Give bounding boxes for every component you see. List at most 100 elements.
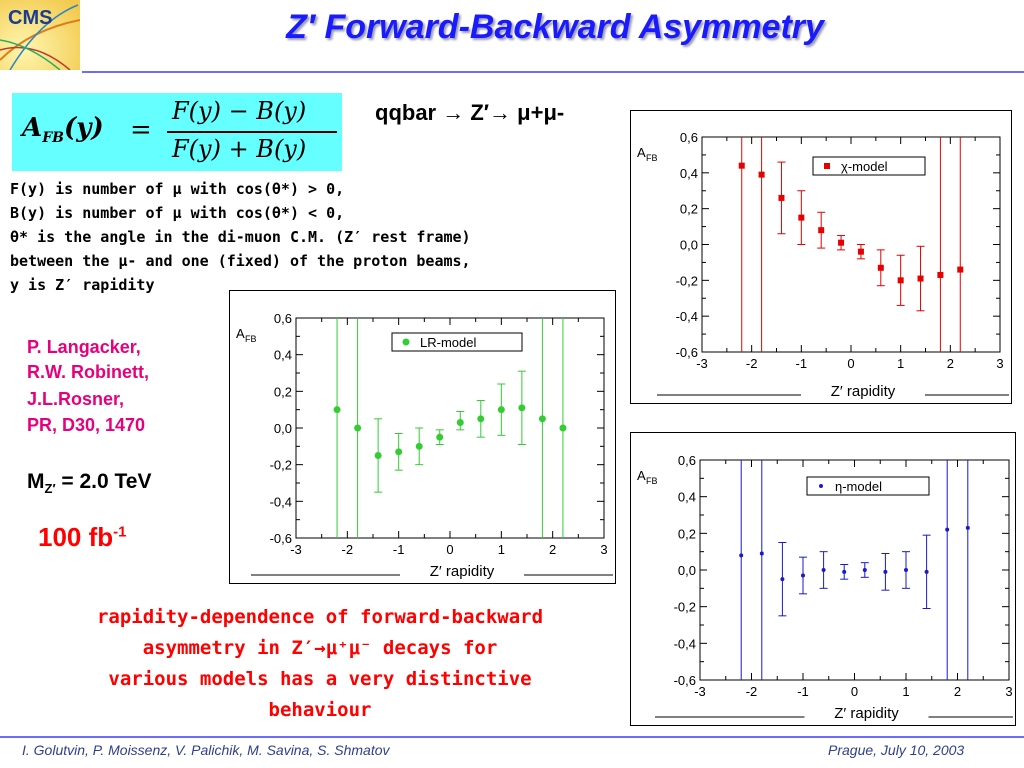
cms-logo: CMS bbox=[0, 0, 80, 70]
y-tick-label: -0,2 bbox=[674, 600, 696, 615]
formula-box: AFB(y) = F(y) − B(y) F(y) + B(y) bbox=[12, 93, 342, 171]
y-axis-label-sub: FB bbox=[646, 476, 658, 486]
x-axis-label: Z′ rapidity bbox=[834, 705, 899, 722]
data-point bbox=[883, 569, 888, 574]
data-point bbox=[897, 277, 904, 284]
x-tick-label: -2 bbox=[746, 356, 758, 371]
y-tick-label: -0,6 bbox=[270, 531, 292, 546]
x-tick-label: 1 bbox=[498, 542, 505, 557]
process-label: qqbar → Z′→ μ+μ- bbox=[375, 100, 565, 125]
y-tick-label: -0,6 bbox=[676, 345, 698, 360]
lr-model-chart: 0,6 0,4 0,2 0,0 -0,2 -0,4 -0,6 -3 -2 -1 0 1 2 3 A FB Z′ … bbox=[229, 290, 616, 584]
formula-numerator: F(y) − B(y) bbox=[172, 97, 307, 125]
definition-line: θ* is the angle in the di-muon C.M. (Z′ … bbox=[10, 228, 471, 246]
y-tick-label: -0,2 bbox=[270, 458, 292, 473]
y-tick-label: 0,2 bbox=[680, 202, 698, 217]
caption-line: rapidity-dependence of forward-backward bbox=[96, 606, 544, 628]
reference-line: P. Langacker, bbox=[27, 337, 141, 357]
legend-box bbox=[806, 476, 930, 496]
definition-line: between the μ- and one (fixed) of the pr… bbox=[10, 252, 471, 270]
x-tick-label: -1 bbox=[796, 356, 808, 371]
data-point bbox=[758, 171, 765, 178]
x-axis-label-bg bbox=[806, 703, 927, 721]
data-point bbox=[518, 404, 526, 412]
data-point bbox=[436, 433, 444, 441]
data-point bbox=[801, 573, 805, 578]
x-axis-label-bg bbox=[402, 561, 522, 579]
chart-svg-chi: 0,6 0,4 0,2 0,0 -0,2 -0,4 -0,6-3 -2 -1 0 1 2 3 A FB Z′ … bbox=[637, 130, 1009, 400]
caption-line: behaviour bbox=[268, 699, 372, 721]
y-tick-label: 0,0 bbox=[678, 563, 696, 578]
y-axis-label-sub: FB bbox=[646, 153, 658, 163]
caption-line: asymmetry in Z′→μ⁺μ⁻ decays for bbox=[142, 637, 498, 659]
fraction-bar bbox=[167, 131, 337, 133]
y-tick-label: -0,4 bbox=[270, 494, 292, 509]
definition-line: B(y) is number of μ with cos(θ*) < 0, bbox=[10, 204, 345, 222]
data-point bbox=[965, 525, 970, 530]
data-point bbox=[739, 553, 744, 558]
data-point bbox=[415, 442, 423, 450]
logo-text: CMS bbox=[8, 7, 52, 29]
x-tick-label: 2 bbox=[954, 684, 961, 699]
data-point bbox=[538, 415, 546, 423]
data-point bbox=[838, 239, 845, 246]
legend-marker bbox=[819, 484, 823, 488]
data-point bbox=[798, 214, 805, 221]
title-divider bbox=[82, 71, 1024, 73]
data-point bbox=[333, 406, 341, 414]
x-tick-label: 2 bbox=[549, 542, 556, 557]
x-tick-label: 1 bbox=[902, 684, 909, 699]
x-tick-label: -1 bbox=[393, 542, 405, 557]
x-tick-label: -2 bbox=[342, 542, 354, 557]
legend-marker bbox=[824, 163, 830, 169]
legend-box bbox=[391, 332, 523, 352]
luminosity-label: 100 fb-1 bbox=[38, 522, 127, 552]
formula-denominator: F(y) + B(y) bbox=[172, 135, 307, 163]
x-tick-label: -1 bbox=[797, 684, 809, 699]
y-tick-label: -0,4 bbox=[676, 309, 698, 324]
reference-line: J.L.Rosner, bbox=[27, 389, 125, 409]
data-point bbox=[395, 448, 403, 456]
x-tick-label: -3 bbox=[694, 684, 706, 699]
footer-place-date: Prague, July 10, 2003 bbox=[828, 742, 965, 758]
y-tick-label: 0,0 bbox=[274, 421, 292, 436]
data-point bbox=[354, 424, 362, 432]
definition-line: F(y) is number of μ with cos(θ*) > 0, bbox=[10, 180, 345, 198]
y-tick-label: 0,4 bbox=[680, 166, 698, 181]
x-tick-label: 3 bbox=[1005, 684, 1012, 699]
x-tick-label: 1 bbox=[897, 356, 904, 371]
x-axis-label-bg bbox=[803, 381, 923, 399]
legend-label: LR-model bbox=[420, 335, 476, 350]
data-point bbox=[957, 266, 964, 273]
y-tick-label: 0,4 bbox=[678, 490, 696, 505]
y-axis-label: A bbox=[637, 145, 646, 160]
data-point bbox=[924, 569, 929, 574]
data-point bbox=[857, 248, 864, 255]
data-point bbox=[945, 527, 950, 532]
data-point bbox=[862, 568, 867, 572]
data-point bbox=[738, 162, 745, 169]
y-tick-label: 0,6 bbox=[680, 130, 698, 145]
page-title: Z′ Forward-Backward Asymmetry bbox=[286, 8, 824, 46]
legend-box bbox=[812, 156, 926, 176]
definition-line: y is Z′ rapidity bbox=[10, 276, 155, 294]
chi-model-chart: 0,6 0,4 0,2 0,0 -0,2 -0,4 -0,6 -3 -2 -1 0 1 2 3 A FB Z′ … bbox=[630, 110, 1012, 404]
data-point bbox=[842, 569, 847, 574]
chart-svg-eta: 0,6 0,4 0,2 0,0 -0,2 -0,4 -0,6-3 -2 -1 0 1 2 3 A FB Z′ … bbox=[637, 453, 1013, 722]
data-point bbox=[937, 271, 944, 278]
data-point bbox=[904, 568, 908, 572]
legend-marker bbox=[402, 338, 410, 346]
data-point bbox=[477, 415, 485, 423]
x-tick-label: -3 bbox=[696, 356, 708, 371]
footer-authors: I. Golutvin, P. Moissenz, V. Palichik, M… bbox=[22, 742, 390, 758]
x-tick-label: 0 bbox=[847, 356, 854, 371]
y-tick-label: 0,0 bbox=[680, 238, 698, 253]
data-point bbox=[497, 406, 505, 414]
y-tick-label: 0,6 bbox=[274, 311, 292, 326]
x-tick-label: 0 bbox=[851, 684, 858, 699]
data-point bbox=[877, 264, 884, 271]
data-point bbox=[917, 275, 924, 282]
legend-label: η-model bbox=[835, 479, 882, 494]
y-axis-label: A bbox=[236, 326, 245, 341]
x-tick-label: -2 bbox=[746, 684, 758, 699]
